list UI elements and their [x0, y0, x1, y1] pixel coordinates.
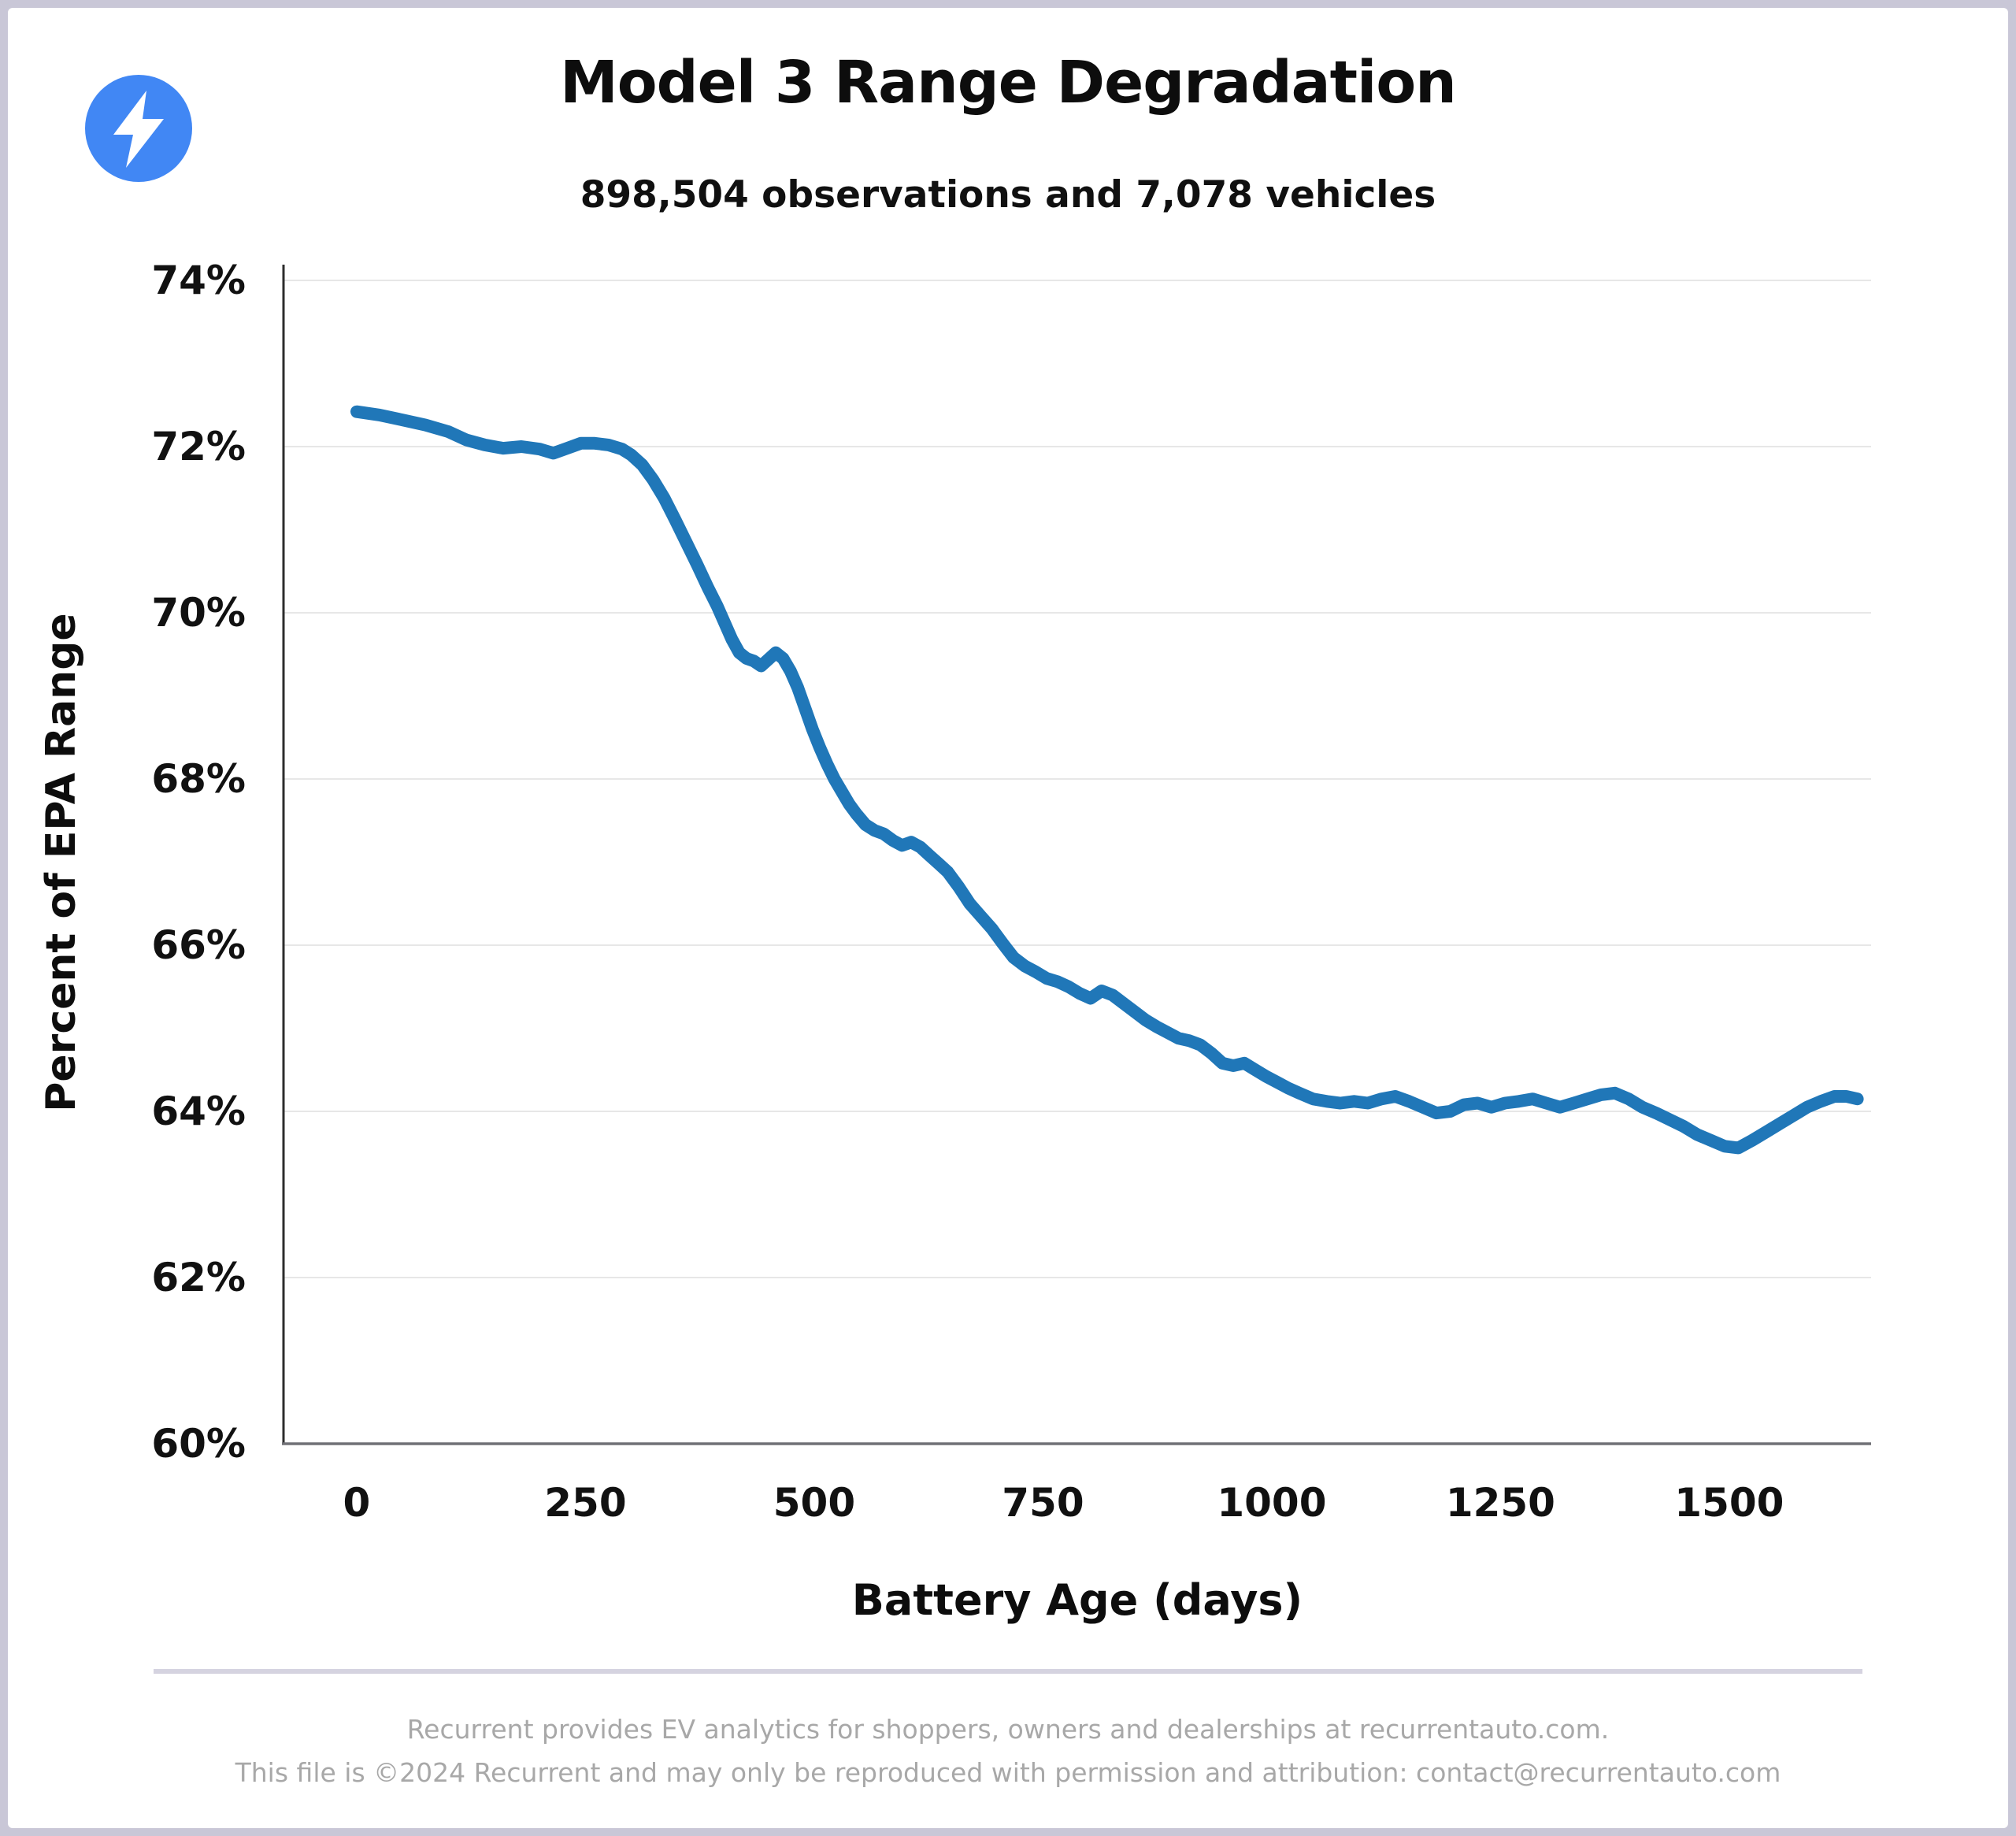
chart-title: Model 3 Range Degradation	[560, 49, 1457, 117]
x-tick-label: 1500	[1674, 1480, 1784, 1526]
x-axis-title: Battery Age (days)	[852, 1575, 1303, 1625]
degradation-line	[350, 405, 1864, 1155]
footer-copyright: This file is ©2024 Recurrent and may onl…	[235, 1757, 1781, 1788]
y-tick-label: 68%	[151, 756, 246, 802]
y-tick-label: 64%	[151, 1089, 246, 1134]
x-tick-labels: 0 250 500 750 1000 1250 1500	[343, 1480, 1784, 1526]
x-tick-label: 250	[544, 1480, 626, 1526]
y-tick-label: 62%	[151, 1255, 246, 1300]
x-tick-label: 1000	[1217, 1480, 1326, 1526]
line-chart: 74% 72% 70% 68% 66% 64% 62% 60% 0 250 500 750 1000 1…	[38, 258, 1871, 1625]
footer-divider	[154, 1669, 1862, 1674]
y-tick-label: 72%	[151, 424, 246, 469]
y-tick-labels: 74% 72% 70% 68% 66% 64% 62% 60%	[151, 258, 246, 1467]
chart-subtitle: 898,504 observations and 7,078 vehicles	[580, 173, 1436, 217]
gridlines	[284, 280, 1871, 1278]
y-tick-label: 74%	[151, 258, 246, 303]
chart-card: Model 3 Range Degradation 898,504 observ…	[8, 8, 2008, 1828]
x-tick-label: 1250	[1446, 1480, 1555, 1526]
y-tick-label: 60%	[151, 1421, 246, 1467]
lightning-bolt-icon	[113, 91, 164, 168]
y-axis-title: Percent of EPA Range	[38, 613, 85, 1111]
footer-attribution: Recurrent provides EV analytics for shop…	[406, 1714, 1610, 1745]
y-tick-label: 66%	[151, 922, 246, 968]
y-tick-label: 70%	[151, 590, 246, 636]
x-tick-label: 500	[773, 1480, 855, 1526]
x-tick-label: 0	[343, 1480, 371, 1526]
recurrent-logo	[85, 75, 192, 182]
x-tick-label: 750	[1002, 1480, 1084, 1526]
